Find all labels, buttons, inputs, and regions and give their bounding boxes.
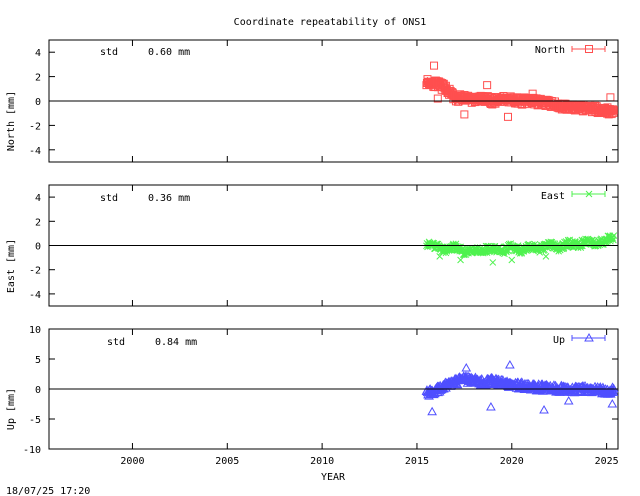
outlier-point bbox=[503, 112, 512, 121]
y-tick-label: 0 bbox=[35, 242, 41, 253]
outlier-point bbox=[528, 89, 537, 98]
y-tick-label: 0 bbox=[35, 97, 41, 108]
std-value: 0.36 mm bbox=[148, 193, 190, 204]
legend-label: North bbox=[535, 45, 565, 56]
x-axis-label: YEAR bbox=[321, 472, 346, 483]
y-tick-label: 5 bbox=[35, 355, 41, 366]
panel-up: Up [mm] std 0.84 mm Up 10 5 0 -5 -10 bbox=[6, 325, 619, 456]
legend-marker bbox=[585, 190, 593, 198]
std-label: std bbox=[107, 337, 125, 348]
outlier-point bbox=[427, 406, 437, 416]
outlier-point bbox=[430, 61, 439, 70]
outlier-point bbox=[607, 398, 618, 408]
std-value: 0.84 mm bbox=[155, 337, 197, 348]
marks bbox=[421, 359, 619, 416]
y-tick-label: 0 bbox=[35, 385, 41, 396]
outlier-point bbox=[457, 256, 464, 264]
outlier-point bbox=[563, 395, 574, 405]
y-tick-label: 10 bbox=[29, 325, 41, 336]
outlier-point bbox=[460, 110, 469, 119]
x-ticks: 2000 2005 2010 2015 2020 2025 bbox=[120, 456, 618, 467]
x-tick-label: 2025 bbox=[595, 456, 619, 467]
outlier-point bbox=[606, 93, 615, 102]
outlier-point bbox=[436, 253, 444, 260]
panel-north: North [mm] std 0.60 mm North 4 2 0 -2 -4 bbox=[6, 39, 619, 163]
y-tick-label: -4 bbox=[29, 146, 41, 157]
y-ticks: 4 2 0 -2 -4 bbox=[29, 185, 618, 306]
x-tick-label: 2005 bbox=[215, 456, 239, 467]
legend-sample bbox=[571, 45, 606, 53]
y-tick-label: -2 bbox=[29, 121, 41, 132]
outlier-point bbox=[542, 253, 550, 260]
outlier-point bbox=[433, 94, 442, 103]
y-axis-label: East [mm] bbox=[6, 239, 17, 293]
outlier-point bbox=[539, 404, 549, 414]
y-tick-label: 4 bbox=[35, 193, 41, 204]
legend-marker bbox=[584, 332, 594, 342]
data-point bbox=[609, 106, 618, 115]
outlier-point bbox=[486, 401, 496, 411]
legend-sample bbox=[571, 332, 606, 342]
std-value: 0.60 mm bbox=[148, 47, 190, 58]
y-tick-label: 2 bbox=[35, 73, 41, 84]
y-tick-label: -4 bbox=[29, 290, 41, 301]
footer-timestamp: 18/07/25 17:20 bbox=[6, 486, 90, 496]
data-point bbox=[610, 232, 618, 239]
outlier-point bbox=[489, 259, 497, 266]
panel-east: East [mm] std 0.36 mm East 4 2 0 -2 -4 bbox=[6, 184, 619, 307]
y-ticks: 10 5 0 -5 -10 bbox=[23, 325, 618, 456]
legend-label: East bbox=[541, 191, 565, 202]
y-tick-label: -10 bbox=[23, 445, 41, 456]
data-point bbox=[608, 383, 619, 393]
chart-title: Coordinate repeatability of ONS1 bbox=[234, 17, 427, 28]
legend-sample bbox=[571, 190, 606, 198]
std-label: std bbox=[100, 193, 118, 204]
y-axis-label: Up [mm] bbox=[6, 388, 17, 430]
marks bbox=[422, 61, 618, 121]
outlier-point bbox=[505, 359, 515, 369]
x-tick-label: 2000 bbox=[120, 456, 144, 467]
outlier-point bbox=[508, 256, 516, 264]
x-tick-label: 2020 bbox=[500, 456, 524, 467]
x-tick-label: 2010 bbox=[310, 456, 334, 467]
legend-marker bbox=[585, 45, 593, 53]
y-axis-label: North [mm] bbox=[6, 91, 17, 151]
y-tick-label: -2 bbox=[29, 266, 41, 277]
outlier-point bbox=[461, 362, 472, 372]
outlier-point bbox=[483, 81, 492, 90]
y-tick-label: 2 bbox=[35, 217, 41, 228]
marks bbox=[423, 232, 618, 266]
y-tick-label: 4 bbox=[35, 48, 41, 59]
legend-label: Up bbox=[553, 335, 565, 346]
y-tick-label: -5 bbox=[29, 415, 41, 426]
x-tick-label: 2015 bbox=[405, 456, 429, 467]
std-label: std bbox=[100, 47, 118, 58]
